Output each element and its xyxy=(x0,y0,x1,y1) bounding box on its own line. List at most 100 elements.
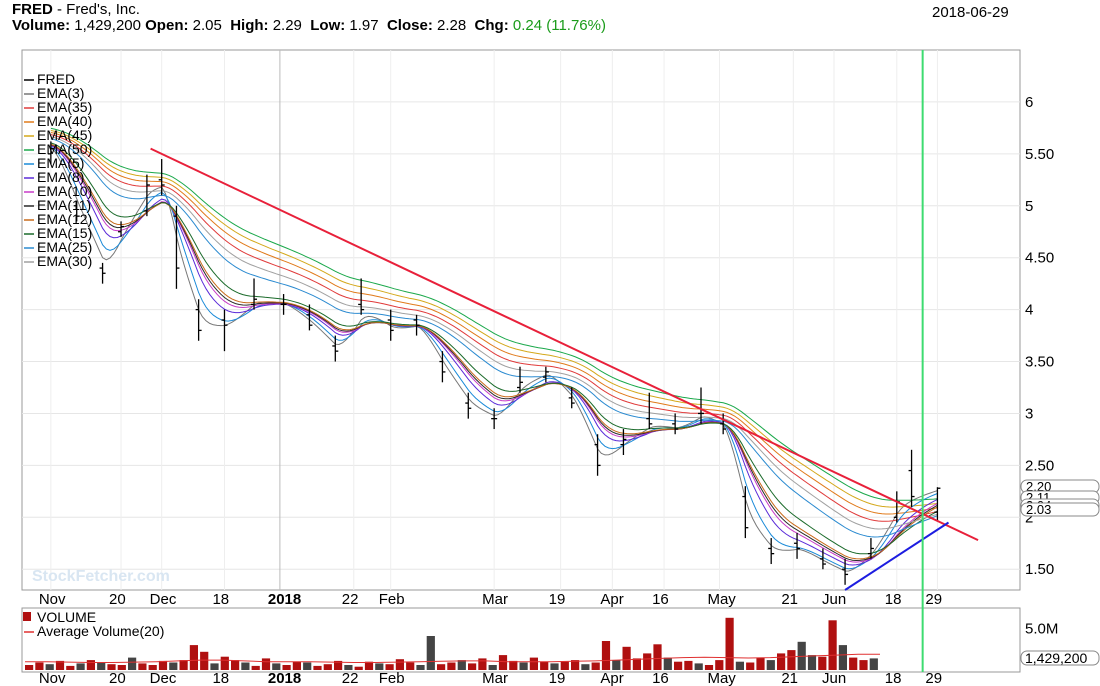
legend-entry: EMA(40) xyxy=(37,113,92,129)
x-tick-label: Apr xyxy=(600,591,623,608)
avg-volume-line xyxy=(25,653,880,663)
x-tick-label: 16 xyxy=(652,591,669,608)
volume-bar xyxy=(55,660,65,670)
volume-bar xyxy=(581,664,590,670)
volume-bar xyxy=(107,664,116,670)
volume-bar xyxy=(272,663,281,670)
volume-bar xyxy=(694,663,703,670)
volume-bar xyxy=(406,662,415,670)
volume-bar xyxy=(704,665,714,670)
volume-bar xyxy=(447,662,456,670)
chart-date: 2018-06-29 xyxy=(932,4,1009,21)
x-tick-label: 2018 xyxy=(268,591,301,608)
volume-bar xyxy=(364,661,374,670)
chg-value: 0.24 (11.76%) xyxy=(512,17,606,34)
volume-bar xyxy=(344,665,353,670)
volume-bar xyxy=(571,660,580,670)
ema-line xyxy=(50,130,938,508)
ohlc-bars xyxy=(47,141,941,585)
volume-bar xyxy=(653,644,662,670)
volume-bar xyxy=(426,636,435,670)
x-tick-label: Jun xyxy=(822,670,846,686)
volume-bar xyxy=(509,660,518,670)
volume-bar xyxy=(818,656,827,670)
x-tick-label: 18 xyxy=(885,591,902,608)
volume-bar xyxy=(663,657,672,670)
x-tick-label: 21 xyxy=(781,670,798,686)
watermark: StockFetcher.com xyxy=(32,568,170,585)
volume-bar xyxy=(488,665,497,670)
x-tick-label: 22 xyxy=(342,591,359,608)
volume-bars: 5.0M 1,429,200 xyxy=(25,617,1100,670)
volume-bar xyxy=(292,661,301,670)
volume-bar xyxy=(643,653,652,670)
volume-bar xyxy=(138,663,147,670)
volume-bar xyxy=(807,655,817,670)
y-tick-label: 3 xyxy=(1025,405,1033,422)
price-axis: 1.50 2 2.50 3 3.50 4 4.50 5 5.50 6 xyxy=(1025,94,1054,578)
x-tick-label: 29 xyxy=(925,591,942,608)
volume-bar xyxy=(323,664,332,670)
volume-bar xyxy=(395,659,404,670)
y-tick-label: 2.50 xyxy=(1025,457,1054,474)
ema-line xyxy=(50,143,938,560)
x-tick-label: 20 xyxy=(109,591,126,608)
open-label: Open: xyxy=(145,17,189,34)
volume-bar xyxy=(540,661,549,670)
date-axis-top: Nov 20 Dec 18 2018 22 Feb Mar 19 Apr 16 May 21 Jun 18 2… xyxy=(39,591,942,608)
date-axis-bottom: Nov 20 Dec 18 2018 22 Feb Mar 19 Apr 16 May 21 Jun 18 2… xyxy=(39,670,942,686)
volume-bar xyxy=(684,660,693,670)
legend-entry: EMA(30) xyxy=(37,253,92,269)
y-tick-label: 6 xyxy=(1025,94,1033,111)
ema-line xyxy=(50,132,938,515)
volume-tick-label: 5.0M xyxy=(1025,621,1058,638)
y-tick-label: 5 xyxy=(1025,198,1033,215)
volume-bar xyxy=(715,660,724,670)
x-tick-label: Feb xyxy=(379,591,405,608)
price-panel-frame xyxy=(21,49,1021,591)
volume-bar xyxy=(437,664,446,670)
volume-bar xyxy=(849,657,858,670)
x-tick-label: 29 xyxy=(925,670,942,686)
legend-entry: EMA(45) xyxy=(37,127,92,143)
volume-bar xyxy=(787,650,796,670)
volume-bar xyxy=(45,664,54,670)
volume-bar xyxy=(385,664,394,670)
ema-line xyxy=(50,138,938,538)
low-value: 1.97 xyxy=(349,17,379,34)
volume-bar xyxy=(725,617,734,670)
volume-last-label: 1,429,200 xyxy=(1025,650,1087,666)
x-tick-label: 18 xyxy=(212,591,229,608)
legend-entry: EMA(5) xyxy=(37,155,84,171)
x-tick-label: 21 xyxy=(781,591,798,608)
volume-bar xyxy=(777,653,786,670)
high-value: 2.29 xyxy=(272,17,302,34)
quote-line: Volume: 1,429,200 Open: 2.05 High: 2.29 … xyxy=(12,17,606,34)
volume-bar xyxy=(375,663,384,670)
legend-entry: EMA(12) xyxy=(37,211,92,227)
x-tick-label: 16 xyxy=(652,670,669,686)
legend-entry: FRED xyxy=(37,71,75,87)
y-tick-label: 2 xyxy=(1025,509,1033,526)
legend-entry: EMA(50) xyxy=(37,141,92,157)
last-value-box xyxy=(1020,502,1100,517)
x-tick-label: Feb xyxy=(379,670,405,686)
x-tick-label: Mar xyxy=(482,591,508,608)
x-tick-label: 2018 xyxy=(268,670,301,686)
legend-entry: EMA(10) xyxy=(37,183,92,199)
legend-entry: EMA(11) xyxy=(37,197,91,213)
volume-bar xyxy=(601,641,611,670)
legend-entry: EMA(3) xyxy=(37,85,84,101)
volume-bar xyxy=(210,663,219,670)
avg-volume-legend-entry: Average Volume(20) xyxy=(37,623,164,639)
price-legend: FREDEMA(3)EMA(35)EMA(40)EMA(45)EMA(50)EM… xyxy=(24,71,92,269)
volume-bar xyxy=(756,657,765,670)
volume-bar xyxy=(76,663,85,670)
volume-bar xyxy=(282,665,291,670)
legend-entry: EMA(15) xyxy=(37,225,92,241)
y-tick-label: 4 xyxy=(1025,302,1033,319)
ema-line xyxy=(50,145,938,566)
open-value: 2.05 xyxy=(192,17,222,34)
high-label: High: xyxy=(230,17,269,34)
chg-label: Chg: xyxy=(474,17,509,34)
